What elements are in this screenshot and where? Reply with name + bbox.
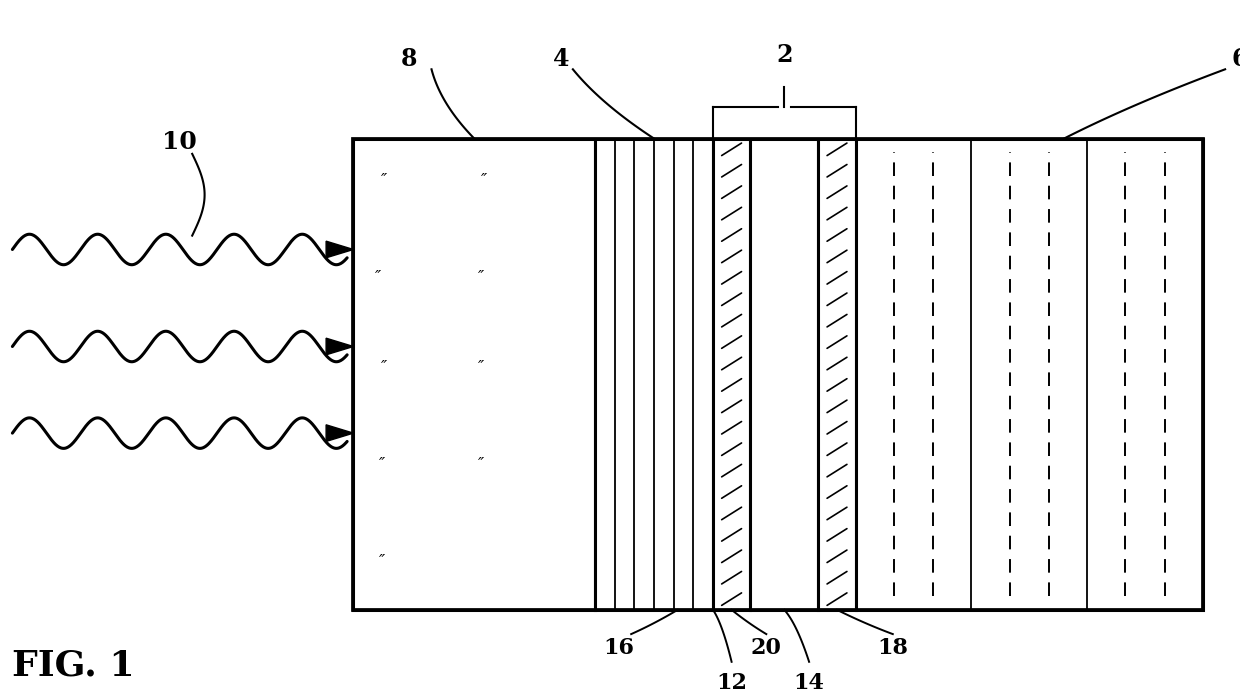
Text: ″: ″ (381, 172, 388, 188)
Polygon shape (326, 338, 353, 355)
Text: 4: 4 (553, 47, 570, 71)
Polygon shape (326, 241, 353, 258)
Text: ″: ″ (477, 359, 485, 376)
Text: 6: 6 (1231, 47, 1240, 71)
Bar (595, 139, 713, 610)
Text: ″: ″ (378, 456, 386, 473)
Bar (818, 139, 856, 610)
Text: ″: ″ (374, 269, 382, 286)
Text: ″: ″ (480, 172, 487, 188)
Bar (713, 139, 750, 610)
Text: ″: ″ (477, 269, 485, 286)
Text: 12: 12 (715, 672, 746, 693)
Text: 14: 14 (794, 672, 825, 693)
Text: 10: 10 (162, 130, 197, 154)
Text: ″: ″ (477, 456, 485, 473)
Polygon shape (326, 425, 353, 441)
Text: ″: ″ (378, 553, 386, 570)
Text: 20: 20 (751, 637, 781, 659)
Text: FIG. 1: FIG. 1 (12, 648, 135, 683)
Bar (750, 139, 818, 610)
Bar (856, 139, 1203, 610)
Text: 16: 16 (603, 637, 634, 659)
Text: ″: ″ (381, 359, 388, 376)
Bar (353, 139, 595, 610)
Text: 18: 18 (878, 637, 908, 659)
Bar (353, 139, 1203, 610)
Text: 2: 2 (776, 44, 792, 67)
Text: 8: 8 (401, 47, 418, 71)
